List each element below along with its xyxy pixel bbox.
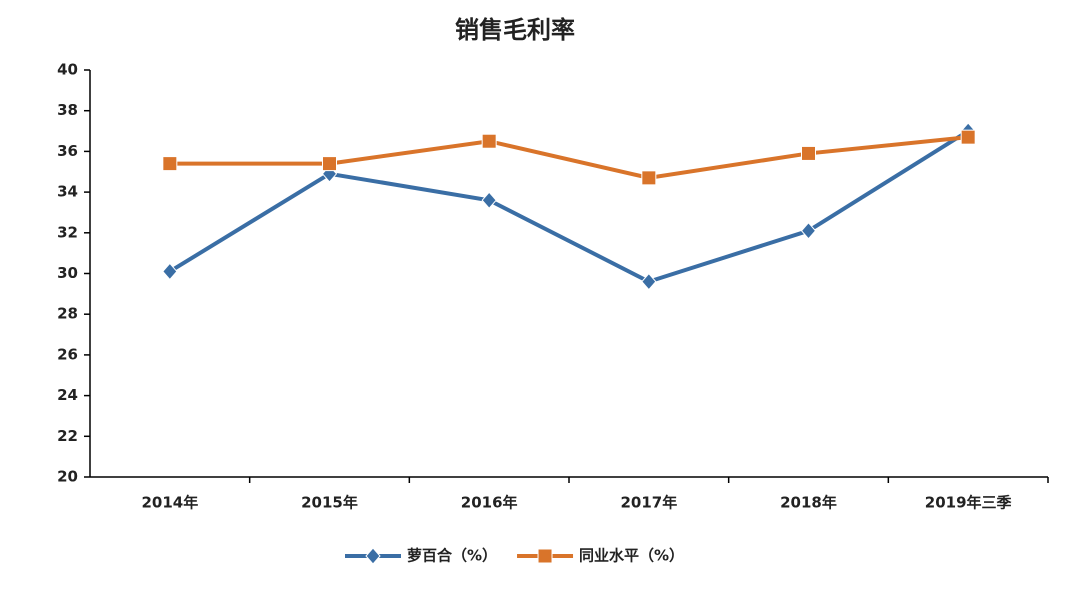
legend-label: 萝百合（%） bbox=[407, 547, 497, 565]
data-point bbox=[481, 133, 497, 149]
series-line bbox=[168, 129, 970, 284]
data-point bbox=[162, 262, 178, 281]
x-tick-label: 2018年 bbox=[780, 494, 837, 512]
data-point bbox=[162, 156, 178, 172]
data-point bbox=[641, 170, 657, 186]
y-tick-label: 30 bbox=[57, 264, 78, 282]
chart-title: 销售毛利率 bbox=[455, 16, 575, 44]
y-tick-label: 28 bbox=[57, 305, 78, 323]
x-tick-label: 2017年 bbox=[620, 494, 677, 512]
x-tick-label: 2015年 bbox=[301, 494, 358, 512]
y-tick-label: 22 bbox=[57, 427, 78, 445]
y-tick-label: 24 bbox=[57, 386, 78, 404]
data-point bbox=[322, 156, 337, 172]
legend-marker bbox=[365, 547, 381, 565]
series-line bbox=[169, 135, 969, 180]
legend-marker bbox=[537, 548, 553, 564]
data-point bbox=[960, 129, 976, 145]
y-tick-label: 34 bbox=[57, 183, 78, 201]
x-tick-label: 2016年 bbox=[461, 494, 518, 512]
x-tick-label: 2014年 bbox=[141, 494, 198, 512]
data-point bbox=[641, 272, 657, 291]
y-tick-label: 26 bbox=[57, 345, 78, 363]
legend-label: 同业水平（%） bbox=[579, 547, 684, 565]
y-tick-label: 38 bbox=[57, 101, 78, 119]
data-point bbox=[801, 145, 816, 161]
data-point bbox=[800, 222, 817, 240]
y-tick-label: 40 bbox=[57, 61, 78, 79]
y-tick-label: 36 bbox=[57, 142, 78, 160]
data-point bbox=[481, 191, 497, 209]
x-tick-label: 2019年三季 bbox=[925, 494, 1012, 512]
y-tick-label: 32 bbox=[57, 223, 78, 241]
y-tick-label: 20 bbox=[57, 468, 78, 486]
